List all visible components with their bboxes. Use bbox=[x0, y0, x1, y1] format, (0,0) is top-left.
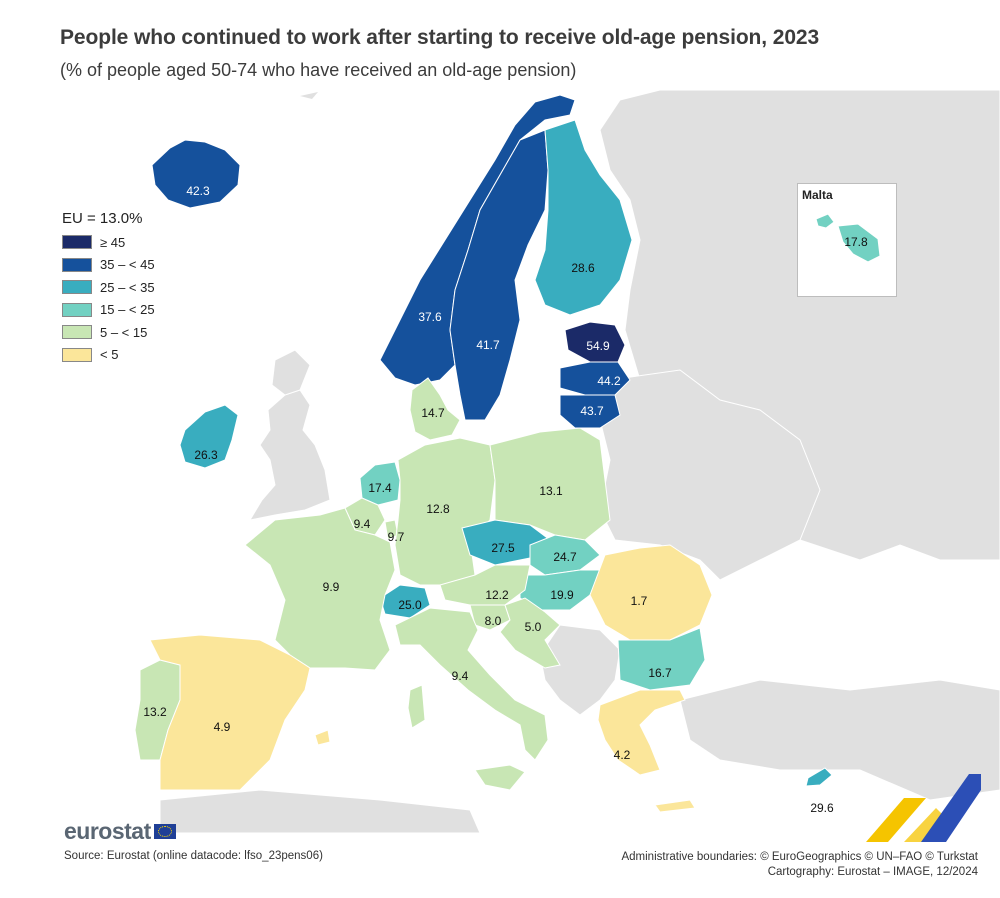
country-bulgaria bbox=[617, 627, 706, 691]
source-note: Source: Eurostat (online datacode: lfso_… bbox=[64, 850, 323, 862]
value-label-estonia: 54.9 bbox=[586, 339, 610, 353]
country-shapes bbox=[134, 94, 833, 813]
legend-classes: ≥ 45 35 – < 45 25 – < 35 15 – < 25 5 – < 15 <… bbox=[62, 231, 155, 366]
value-label-ireland: 26.3 bbox=[194, 448, 218, 462]
map-subtitle: (% of people aged 50-74 who have receive… bbox=[60, 60, 577, 80]
value-label-sweden: 41.7 bbox=[476, 338, 500, 352]
value-label-cyprus: 29.6 bbox=[810, 801, 834, 815]
country-iceland bbox=[151, 139, 241, 209]
value-label-czechia: 27.5 bbox=[491, 541, 515, 555]
country-croatia bbox=[499, 597, 561, 669]
legend-item: ≥ 45 bbox=[62, 231, 155, 254]
value-label-latvia: 44.2 bbox=[597, 374, 621, 388]
svalbard-islet bbox=[300, 92, 318, 99]
country-finland bbox=[534, 119, 633, 316]
credits-boundaries: Administrative boundaries: © EuroGeograp… bbox=[621, 851, 978, 863]
legend-swatch bbox=[62, 347, 92, 362]
value-label-italy: 9.4 bbox=[451, 669, 469, 683]
value-label-netherlands: 17.4 bbox=[368, 481, 392, 495]
no-data-land bbox=[159, 89, 1000, 833]
uk-scotland bbox=[271, 349, 311, 396]
legend-swatch bbox=[62, 235, 92, 250]
europe-map bbox=[134, 89, 1000, 833]
value-label-luxembourg: 9.7 bbox=[387, 530, 405, 544]
value-label-romania: 1.7 bbox=[630, 594, 648, 608]
eu-flag-icon bbox=[153, 824, 176, 839]
country-france bbox=[244, 507, 396, 671]
legend-eu-average: EU = 13.0% bbox=[62, 210, 143, 227]
country-estonia bbox=[564, 321, 626, 363]
country-poland bbox=[489, 427, 611, 541]
value-label-spain: 4.9 bbox=[213, 720, 231, 734]
value-label-bulgaria: 16.7 bbox=[648, 666, 672, 680]
country-greece bbox=[597, 689, 686, 776]
credits-cartography: Cartography: Eurostat – IMAGE, 12/2024 bbox=[767, 866, 978, 878]
malta-inset-title: Malta bbox=[802, 188, 833, 202]
country-lithuania bbox=[559, 394, 621, 429]
value-label-belgium: 9.4 bbox=[353, 517, 371, 531]
value-label-finland: 28.6 bbox=[571, 261, 595, 275]
legend-swatch bbox=[62, 280, 92, 295]
legend-item: < 5 bbox=[62, 344, 155, 367]
legend-item: 15 – < 25 bbox=[62, 299, 155, 322]
legend-label: 25 – < 35 bbox=[100, 279, 155, 295]
legend-item: 5 – < 15 bbox=[62, 321, 155, 344]
value-label-hungary: 19.9 bbox=[550, 588, 574, 602]
value-label-switzerland: 25.0 bbox=[398, 598, 422, 612]
country-spain-balearic bbox=[314, 729, 331, 746]
eurostat-logo: eurostat bbox=[64, 818, 176, 845]
value-label-poland: 13.1 bbox=[539, 484, 563, 498]
legend-swatch bbox=[62, 325, 92, 340]
country-switzerland bbox=[379, 584, 431, 619]
value-label-germany: 12.8 bbox=[426, 502, 450, 516]
legend-label: ≥ 45 bbox=[100, 234, 126, 250]
value-label-slovakia: 24.7 bbox=[553, 550, 577, 564]
legend: EU = 13.0% ≥ 45 35 – < 45 25 – < 35 15 – < … bbox=[62, 210, 155, 366]
country-spain bbox=[149, 634, 311, 791]
country-malta bbox=[815, 213, 881, 263]
country-romania bbox=[589, 544, 713, 641]
value-label-norway: 37.6 bbox=[418, 310, 442, 324]
country-italy-sicily bbox=[474, 764, 526, 791]
value-label-slovenia: 8.0 bbox=[484, 614, 502, 628]
country-sweden bbox=[449, 129, 549, 421]
legend-swatch bbox=[62, 257, 92, 272]
legend-label: 5 – < 15 bbox=[100, 324, 148, 340]
value-label-iceland: 42.3 bbox=[186, 184, 210, 198]
country-greece-crete bbox=[654, 799, 696, 813]
balkans bbox=[539, 624, 621, 716]
country-italy bbox=[394, 607, 549, 761]
legend-swatch bbox=[62, 302, 92, 317]
country-italy-sardinia bbox=[407, 684, 426, 729]
legend-item: 35 – < 45 bbox=[62, 254, 155, 277]
country-cyprus bbox=[805, 767, 833, 787]
legend-item: 25 – < 35 bbox=[62, 276, 155, 299]
country-norway bbox=[379, 94, 576, 386]
uk bbox=[248, 389, 331, 521]
country-ireland bbox=[179, 404, 239, 469]
legend-label: < 5 bbox=[100, 347, 119, 363]
value-label-lithuania: 43.7 bbox=[580, 404, 604, 418]
country-denmark bbox=[409, 377, 461, 441]
north-africa bbox=[159, 789, 481, 833]
map-title: People who continued to work after start… bbox=[60, 26, 820, 49]
value-label-malta: 17.8 bbox=[844, 235, 868, 249]
eurostat-corner-graphic bbox=[866, 774, 981, 842]
country-austria bbox=[439, 564, 531, 606]
value-label-portugal: 13.2 bbox=[143, 705, 167, 719]
legend-label: 15 – < 25 bbox=[100, 302, 155, 318]
eurostat-logo-text: eurostat bbox=[64, 818, 151, 844]
value-label-croatia: 5.0 bbox=[524, 620, 542, 634]
value-label-greece: 4.2 bbox=[613, 748, 631, 762]
value-label-france: 9.9 bbox=[322, 580, 340, 594]
credits: Administrative boundaries: © EuroGeograp… bbox=[621, 850, 978, 880]
value-label-austria: 12.2 bbox=[485, 588, 509, 602]
country-slovakia bbox=[529, 534, 601, 576]
malta-inset: Malta bbox=[797, 183, 897, 297]
value-label-denmark: 14.7 bbox=[421, 406, 445, 420]
country-latvia bbox=[559, 361, 631, 396]
legend-label: 35 – < 45 bbox=[100, 257, 155, 273]
malta-inset-map bbox=[815, 213, 881, 263]
